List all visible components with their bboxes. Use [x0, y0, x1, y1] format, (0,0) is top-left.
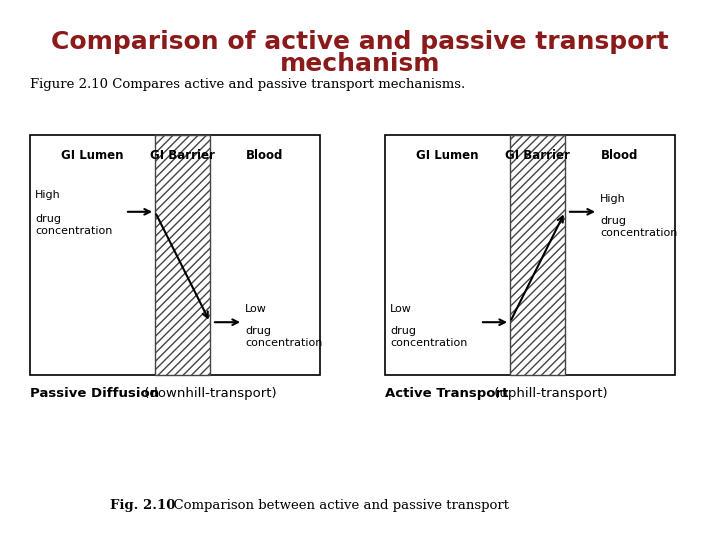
Text: drug: drug: [600, 216, 626, 226]
Text: Comparison between active and passive transport: Comparison between active and passive tr…: [165, 499, 509, 512]
Text: drug: drug: [35, 214, 61, 224]
Text: drug: drug: [390, 326, 416, 336]
Text: drug: drug: [245, 326, 271, 336]
Text: Low: Low: [245, 304, 267, 314]
Text: concentration: concentration: [600, 228, 678, 238]
Text: GI Lumen: GI Lumen: [61, 149, 124, 162]
Text: concentration: concentration: [35, 226, 112, 236]
Bar: [385, 135, 675, 375]
Text: Blood: Blood: [246, 149, 284, 162]
Bar: [510, 135, 565, 375]
Text: Blood: Blood: [601, 149, 639, 162]
Text: (uphill-transport): (uphill-transport): [490, 387, 608, 400]
Bar: [155, 135, 210, 375]
Text: mechanism: mechanism: [280, 52, 440, 76]
Text: Comparison of active and passive transport: Comparison of active and passive transpo…: [51, 30, 669, 54]
Text: Fig. 2.10: Fig. 2.10: [110, 499, 176, 512]
Text: Figure 2.10 Compares active and passive transport mechanisms.: Figure 2.10 Compares active and passive …: [30, 78, 465, 91]
Text: High: High: [600, 194, 626, 204]
Text: Active Transport: Active Transport: [385, 387, 508, 400]
Text: GI Barrier: GI Barrier: [150, 149, 215, 162]
Text: Low: Low: [390, 304, 412, 314]
Text: (downhill-transport): (downhill-transport): [140, 387, 276, 400]
Bar: [30, 135, 320, 375]
Text: Passive Diffusion: Passive Diffusion: [30, 387, 159, 400]
Text: High: High: [35, 190, 60, 200]
Text: concentration: concentration: [390, 338, 467, 348]
Text: GI Barrier: GI Barrier: [505, 149, 570, 162]
Text: GI Lumen: GI Lumen: [416, 149, 479, 162]
Text: concentration: concentration: [245, 338, 323, 348]
